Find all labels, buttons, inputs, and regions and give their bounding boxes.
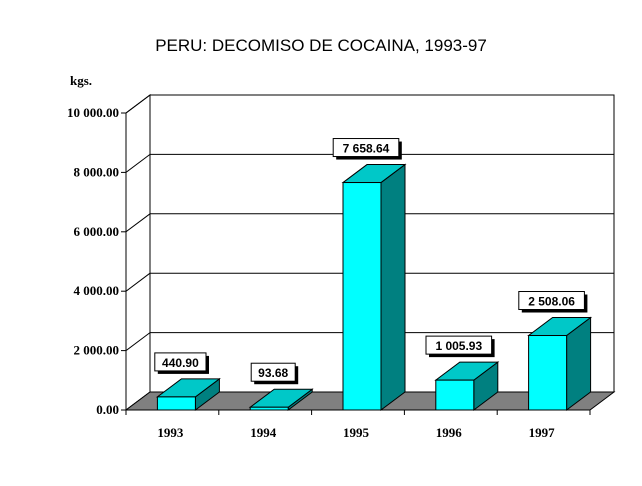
y-tick-label: 2 000.00	[74, 343, 120, 358]
x-axis-labels: 1993 1994 1995 1996 1997	[125, 410, 591, 440]
data-label: 7 658.64	[332, 138, 402, 160]
bar-front	[156, 396, 196, 411]
data-label: 1 005.93	[425, 335, 495, 358]
gridline-side	[125, 94, 151, 114]
bar	[248, 388, 314, 411]
data-label-box	[518, 291, 585, 311]
x-tick-label: 1997	[529, 425, 556, 440]
x-tick-label: 1993	[157, 425, 184, 440]
y-tick-label: 8 000.00	[74, 164, 120, 179]
x-tick-label: 1996	[436, 425, 463, 440]
gridline-side	[125, 332, 151, 352]
y-tick-label: 6 000.00	[74, 224, 120, 239]
data-label-text: 2 508.06	[528, 295, 575, 309]
left-wall	[125, 94, 151, 411]
y-axis-unit-label: kgs.	[70, 73, 92, 88]
x-tick-label: 1994	[250, 425, 277, 440]
data-label-text: 440.90	[162, 356, 199, 370]
y-tick-label: 0.00	[96, 402, 119, 417]
data-label-text: 1 005.93	[435, 339, 482, 353]
data-label-box	[154, 352, 207, 372]
data-label-box	[425, 335, 493, 355]
y-tick-label: 4 000.00	[74, 283, 120, 298]
data-label: 2 508.06	[518, 291, 588, 313]
bar-side	[380, 163, 406, 411]
data-labels: 440.90 93.68 7 658.64 1 005.93 2 508.06	[154, 138, 588, 385]
y-tick-label: 10 000.00	[67, 105, 119, 120]
gridline-side	[125, 272, 151, 292]
bar-front	[528, 335, 568, 411]
gridline-side	[125, 153, 151, 173]
bar-front	[249, 406, 289, 411]
bar	[527, 316, 593, 411]
bar-front	[342, 182, 382, 411]
bars	[155, 163, 593, 411]
gridline-side	[125, 213, 151, 233]
data-label-box	[332, 138, 400, 158]
bar	[341, 163, 407, 411]
bar	[434, 361, 500, 411]
bar	[155, 377, 221, 411]
x-tick-label: 1995	[343, 425, 370, 440]
data-label: 93.68	[250, 362, 299, 385]
data-label: 440.90	[154, 352, 209, 374]
bar-front	[435, 379, 475, 411]
data-label-text: 7 658.64	[343, 142, 390, 156]
chart-title: PERU: DECOMISO DE COCAINA, 1993-97	[155, 36, 487, 55]
data-label-text: 93.68	[258, 366, 288, 380]
data-label-box	[250, 362, 296, 382]
y-axis-labels: 0.00 2 000.00 4 000.00 6 000.00 8 000.00 10 0…	[67, 105, 119, 417]
